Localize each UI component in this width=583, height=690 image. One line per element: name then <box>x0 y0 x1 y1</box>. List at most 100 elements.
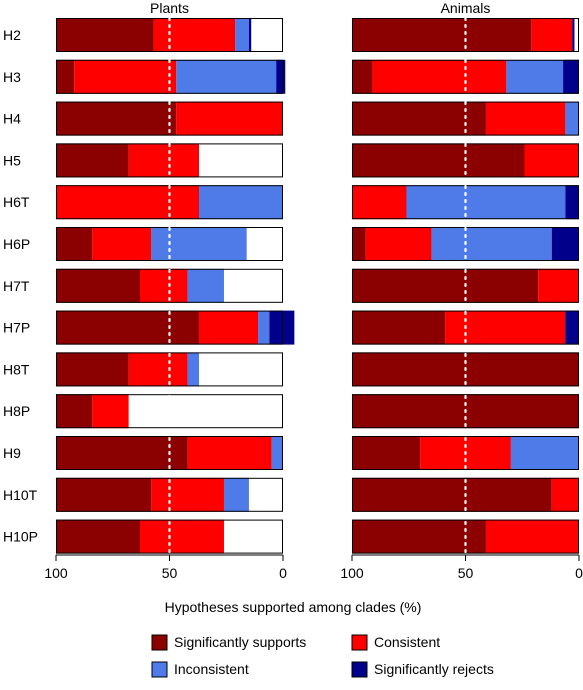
bar-segment-plants-h9-0 <box>56 436 188 470</box>
bar-segment-plants-h8t-2 <box>187 352 200 387</box>
bar-segment-plants-h10t-0 <box>56 477 152 512</box>
x-tick-label-animals-50: 50 <box>458 565 474 581</box>
bar-segment-plants-h7p-3 <box>269 310 295 345</box>
legend-swatch-1 <box>351 634 368 651</box>
x-tick-label-plants-50: 50 <box>162 565 178 581</box>
category-label-h7t: H7T <box>3 278 30 294</box>
bar-segment-animals-h10t-0 <box>352 477 552 512</box>
bar-segment-animals-h6p-2 <box>431 227 552 261</box>
bar-segment-animals-h5-0 <box>352 143 525 178</box>
bar-segment-animals-h6p-3 <box>551 227 579 261</box>
bar-segment-plants-h10p-1 <box>139 519 224 554</box>
bar-segment-plants-h8p-1 <box>92 394 129 429</box>
bar-segment-plants-h8t-1 <box>128 352 188 387</box>
legend-label-3: Significantly rejects <box>374 661 494 677</box>
bar-segment-plants-h7p-1 <box>199 310 259 345</box>
bar-segment-plants-h6p-1 <box>92 227 152 261</box>
bar-segment-plants-h6p-2 <box>151 227 247 261</box>
bar-segment-animals-h9-2 <box>510 436 579 470</box>
bar-segment-plants-h9-1 <box>187 436 272 470</box>
bar-outline-plants-h9 <box>56 436 283 470</box>
bar-segment-animals-h2-1 <box>531 18 573 52</box>
bar-segment-animals-h6t-1 <box>352 185 407 220</box>
bar-segment-animals-h6t-2 <box>406 185 566 220</box>
bar-segment-animals-h7p-1 <box>445 310 566 345</box>
bar-segment-plants-h10p-0 <box>56 519 140 554</box>
bar-segment-plants-h6p-0 <box>56 227 93 261</box>
bar-segment-plants-h5-1 <box>128 143 200 178</box>
bar-segment-animals-h3-1 <box>372 59 507 94</box>
bar-segment-plants-h9-2 <box>271 436 283 470</box>
legend-swatch-2 <box>151 661 168 678</box>
bar-segment-plants-h4-0 <box>56 101 177 136</box>
x-tick-label-animals-100: 100 <box>340 565 364 581</box>
bar-segment-animals-h4-2 <box>565 101 579 136</box>
x-tick-label-plants-100: 100 <box>44 565 68 581</box>
category-label-h6t: H6T <box>3 194 30 210</box>
category-label-h8t: H8T <box>3 361 30 377</box>
bar-segment-plants-h3-1 <box>74 59 177 94</box>
bar-segment-animals-h2-3 <box>572 18 575 52</box>
bar-outline-plants-h8t <box>56 352 283 387</box>
category-label-h4: H4 <box>3 111 21 127</box>
category-label-h10p: H10P <box>3 529 38 545</box>
bar-outline-plants-h10t <box>56 477 283 512</box>
bar-segment-plants-h7p-0 <box>56 310 200 345</box>
bar-segment-animals-h10t-1 <box>551 477 579 512</box>
bar-segment-plants-h2-3 <box>248 18 252 52</box>
legend-label-2: Inconsistent <box>174 661 249 677</box>
bar-segment-plants-h4-1 <box>176 101 283 136</box>
legend-label-1: Consistent <box>374 634 440 650</box>
bar-segment-plants-h7p-2 <box>258 310 270 345</box>
bar-outline-plants-h8p <box>56 394 283 429</box>
bar-segment-plants-h2-0 <box>56 18 154 52</box>
bar-segment-plants-h6t-2 <box>199 185 283 220</box>
bar-segment-animals-h7t-1 <box>538 268 579 303</box>
legend-swatch-0 <box>151 634 168 651</box>
legend-swatch-3 <box>351 661 368 678</box>
bar-outline-animals-h8p <box>352 394 579 429</box>
category-label-h6p: H6P <box>3 236 30 252</box>
bar-segment-plants-h5-0 <box>56 143 129 178</box>
panel-title-animals: Animals <box>441 0 491 16</box>
bar-segment-animals-h3-0 <box>352 59 373 94</box>
bar-segment-animals-h4-1 <box>485 101 566 136</box>
bar-segment-plants-h7t-1 <box>139 268 188 303</box>
category-label-h5: H5 <box>3 152 21 168</box>
bar-segment-animals-h10p-1 <box>485 519 579 554</box>
bar-segment-plants-h7t-0 <box>56 268 140 303</box>
category-label-h9: H9 <box>3 445 21 461</box>
bar-segment-animals-h6p-0 <box>352 227 366 261</box>
bar-segment-animals-h9-0 <box>352 436 421 470</box>
bar-segment-animals-h4-0 <box>352 101 486 136</box>
x-axis-label: Hypotheses supported among clades (%) <box>165 599 422 615</box>
bar-segment-animals-h6t-3 <box>565 185 579 220</box>
bar-segment-animals-h7p-3 <box>565 310 579 345</box>
panel-title-plants: Plants <box>150 0 189 16</box>
category-label-h7p: H7P <box>3 320 30 336</box>
bar-segment-animals-h6p-1 <box>365 227 432 261</box>
legend-label-0: Significantly supports <box>174 634 306 650</box>
category-label-h8p: H8P <box>3 403 30 419</box>
category-label-h2: H2 <box>3 27 21 43</box>
bar-outline-animals-h8t <box>352 352 579 387</box>
bar-segment-plants-h2-1 <box>153 18 236 52</box>
x-tick-label-plants-0: 0 <box>279 565 287 581</box>
category-label-h10t: H10T <box>3 487 38 503</box>
bar-segment-plants-h3-0 <box>56 59 75 94</box>
bar-outline-animals-h10t <box>352 477 579 512</box>
bar-segment-plants-h10t-2 <box>223 477 249 512</box>
bar-outline-animals-h9 <box>352 436 579 470</box>
bar-segment-animals-h5-1 <box>524 143 579 178</box>
category-label-h3: H3 <box>3 69 21 85</box>
bar-segment-plants-h10t-1 <box>151 477 224 512</box>
bar-segment-plants-h3-2 <box>176 59 277 94</box>
bar-segment-plants-h7t-2 <box>187 268 224 303</box>
bar-segment-animals-h3-2 <box>506 59 564 94</box>
bar-segment-plants-h8t-0 <box>56 352 129 387</box>
bar-segment-plants-h3-3 <box>276 59 286 94</box>
bar-segment-plants-h8p-0 <box>56 394 93 429</box>
bar-segment-animals-h2-0 <box>352 18 532 52</box>
